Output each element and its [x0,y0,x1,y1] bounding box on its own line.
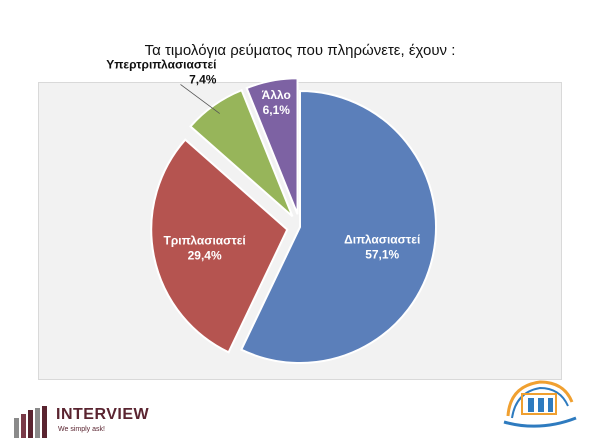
pie-slice-1 [150,138,289,354]
interview-logo: INTERVIEW We simply ask! [12,404,152,440]
pie-slice-2 [189,88,294,218]
chart-title: Τα τιμολόγια ρεύματος που πληρώνετε, έχο… [144,42,456,59]
slice-label-1: Τριπλασιαστεί [164,233,246,247]
slice-label-3: Άλλο [262,88,291,102]
slice-value-0: 57,1% [365,248,399,262]
chamber-emblem-icon [503,380,577,428]
chamber-logo [500,372,580,438]
slice-value-1: 29,4% [188,248,222,262]
pie-slice-0 [239,89,437,364]
slice-label-2: Υπερτριπλασιαστεί [106,57,216,71]
interview-bars-icon [14,406,47,438]
interview-logo-name: INTERVIEW [56,406,150,423]
slice-value-2: 7,4% [189,72,217,86]
slice-label-0: Διπλασιαστεί [344,233,420,247]
interview-logo-tagline: We simply ask! [58,426,105,433]
slice-leader-line-2 [180,84,220,114]
pie-slice-3 [245,77,299,215]
slice-value-3: 6,1% [263,103,291,117]
